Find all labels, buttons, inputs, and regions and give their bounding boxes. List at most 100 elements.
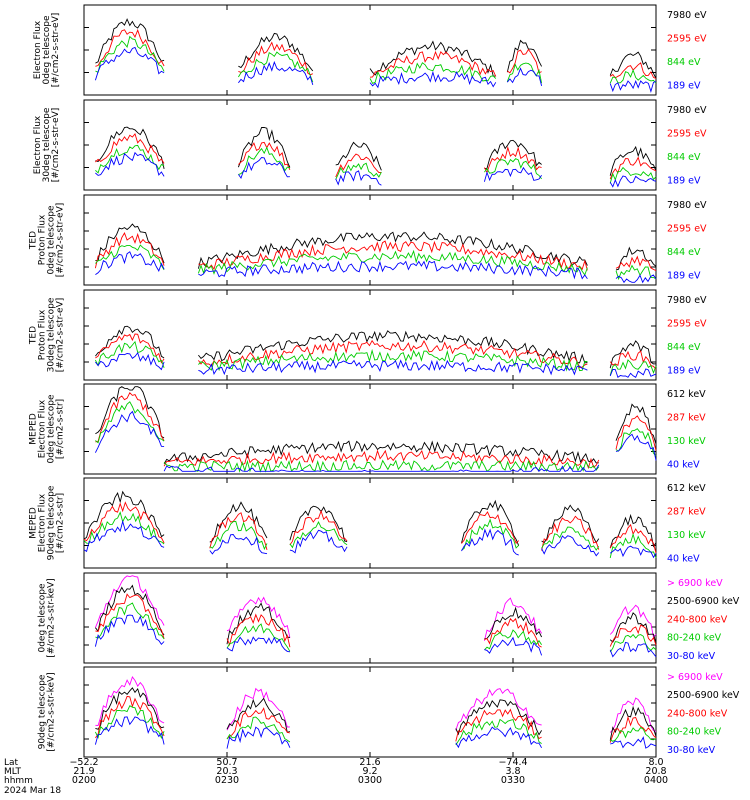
series-trace [95,392,657,470]
series-trace [95,151,657,188]
y-axis-label-line: [#/cm2-s-str-keV] [47,672,57,751]
panel-frame [83,666,657,758]
legend-entry: 7980 eV [667,105,707,116]
series-trace [95,28,657,79]
y-axis-label: TEDProton Flux0deg telescope[#/cm2-s-str… [29,203,66,278]
legend-entry: 2500-6900 keV [667,690,740,701]
series-trace [95,223,657,271]
series-trace [83,511,657,559]
y-axis-label-line: Electron Flux [38,399,48,458]
y-axis-label-line: [#/cm2-s-str-eV] [51,13,61,88]
legend-entry: 130 keV [667,436,706,447]
x-tick-mlt: 20.8 [645,766,666,777]
legend-entry: 612 keV [667,389,706,400]
legend-entry: 189 eV [667,365,701,376]
x-tick-mlt: 21.9 [73,766,94,777]
y-axis-label-line: MEPED [29,413,39,445]
series-trace [95,244,657,281]
x-tick-hhmm: 0230 [215,775,239,786]
x-tick-lat: 50.7 [216,757,237,768]
legend-entry: 287 keV [667,506,706,517]
y-axis-label-line: 90deg telescope [47,485,57,560]
panel-frame [83,289,657,381]
x-axis-row-label: MLT [4,767,22,777]
legend-entry: 2500-6900 keV [667,596,740,607]
legend-entry: 612 keV [667,483,706,494]
series-trace [95,676,657,733]
legend-entry: 844 eV [667,152,701,163]
x-tick-lat: 8.0 [648,757,663,768]
series-trace [95,35,657,84]
series-trace [83,490,657,549]
legend-entry: 80-240 keV [667,727,722,738]
x-tick-mlt: 20.3 [216,766,237,777]
series-trace [95,132,657,180]
y-axis-label-line: [#/cm2-s-str] [56,493,66,553]
y-axis-label-line: TED [29,326,39,345]
legend-entry: 844 eV [667,57,701,68]
x-tick-hhmm: 0330 [501,775,525,786]
y-axis-label: TEDProton Flux30deg telescope[#/cm2-s-st… [29,297,66,372]
legend-entry: 30-80 keV [667,651,716,662]
x-axis-row-label: 2024 Mar 18 [4,786,61,796]
y-axis-label-line: Proton Flux [38,214,48,265]
panel-frame [83,99,657,191]
panel-3: TEDProton Flux0deg telescope[#/cm2-s-str… [29,194,707,286]
y-axis-label-line: [#/cm2-s-str-keV] [47,578,57,657]
panel-frame [83,572,657,664]
y-axis-label-line: 0deg telescope [47,205,57,275]
series-trace [95,144,657,184]
y-axis-label: MEPEDElectron Flux90deg telescope[#/cm2-… [29,485,66,560]
series-trace [95,687,657,741]
x-tick-hhmm: 0400 [644,775,668,786]
panel-4: TEDProton Flux30deg telescope[#/cm2-s-st… [29,289,707,381]
legend-entry: 189 eV [667,270,701,281]
panel-7: 0deg telescope[#/cm2-s-str-keV] > 6900 ke… [38,572,740,664]
y-axis-label-line: [#/cm2-s-str-eV] [56,203,66,278]
series-trace [95,602,657,653]
series-trace [95,351,657,379]
panel-2: Electron Flux30deg telescope[#/cm2-s-str… [33,99,707,191]
series-trace [95,18,657,79]
y-axis-label-line: 0deg telescope [38,583,48,653]
y-axis-label-line: MEPED [29,507,39,539]
legend-entry: 240-800 keV [667,708,728,719]
legend-entry: 844 eV [667,247,701,258]
legend-entry: 130 keV [667,530,706,541]
series-trace [94,705,657,746]
y-axis-label-line: 0deg telescope [42,15,52,85]
legend-entry: 287 keV [667,412,706,423]
y-axis-label: 90deg telescope[#/cm2-s-str-keV] [38,672,57,751]
x-tick-lat: −74.4 [498,757,527,768]
x-tick-mlt: 3.8 [505,766,520,777]
y-axis-label-line: 90deg telescope [38,674,48,749]
series-trace [94,716,657,749]
legend-entry: 7980 eV [667,10,707,21]
legend-entry: 40 keV [667,553,700,564]
legend-entry: 80-240 keV [667,633,722,644]
y-axis-label: 0deg telescope[#/cm2-s-str-keV] [38,578,57,657]
x-tick-lat: 21.6 [359,757,380,768]
series-trace [94,340,657,376]
y-axis-label: Electron Flux30deg telescope[#/cm2-s-str… [33,107,61,182]
y-axis-label-line: Proton Flux [38,309,48,360]
x-tick-hhmm: 0300 [358,775,382,786]
series-trace [95,333,657,370]
x-tick-hhmm: 0200 [72,775,96,786]
series-trace [83,519,657,559]
y-axis-label: MEPEDElectron Flux0deg telescope[#/cm2-s… [29,394,66,464]
panel-8: 90deg telescope[#/cm2-s-str-keV] > 6900 k… [38,666,740,758]
y-axis-label-line: Electron Flux [33,20,43,79]
series-trace [94,614,657,658]
y-axis-label-line: Electron Flux [38,493,48,552]
x-tick-mlt: 9.2 [362,766,377,777]
series-trace [95,386,657,465]
series-trace [95,593,657,648]
series-trace [95,251,657,284]
legend-entry: 7980 eV [667,295,707,306]
y-axis-label-line: 30deg telescope [42,107,52,182]
legend-entry: 2595 eV [667,223,707,234]
y-axis-label-line: TED [29,231,39,250]
